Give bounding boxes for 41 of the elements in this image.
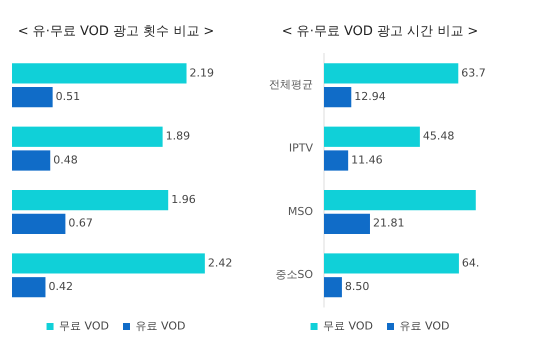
- data-label: 2.42: [208, 256, 232, 270]
- data-label: 11.46: [351, 153, 383, 166]
- bar: [324, 277, 342, 298]
- data-label: 45.48: [422, 130, 454, 143]
- y-tick-label: 중소SO: [275, 268, 314, 282]
- data-label: 63.7: [461, 66, 486, 80]
- bar: [12, 214, 66, 234]
- bar: [12, 63, 187, 84]
- bar: [12, 190, 168, 210]
- data-label: 8.50: [344, 280, 370, 294]
- legend-label: 무료 VOD: [323, 319, 374, 332]
- bar: [12, 87, 53, 108]
- chart-title: < 유·무료 VOD 광고 횟수 비교 >: [18, 24, 214, 40]
- bar: [12, 253, 205, 274]
- data-label: 0.48: [53, 153, 78, 166]
- data-label: 1.89: [166, 130, 190, 143]
- data-label: 0.42: [48, 280, 73, 294]
- chart-title: < 유·무료 VOD 광고 시간 비교 >: [282, 24, 478, 40]
- bar: [12, 277, 46, 298]
- data-label: 12.94: [354, 90, 386, 104]
- data-label: 64.: [462, 256, 480, 270]
- bar: [324, 214, 370, 234]
- legend-label: 유료 VOD: [136, 319, 186, 332]
- bar: [324, 150, 348, 171]
- bar: [324, 126, 420, 147]
- bar: [12, 126, 163, 147]
- data-label: 0.67: [68, 216, 93, 230]
- data-label: 2.19: [190, 66, 214, 80]
- y-tick-label: 전체평균: [269, 78, 313, 92]
- y-tick-label: IPTV: [288, 141, 314, 154]
- data-label: 21.81: [372, 216, 404, 230]
- bar: [12, 150, 50, 171]
- data-label: 1.96: [171, 192, 196, 206]
- bar: [324, 63, 458, 84]
- bar: [324, 253, 459, 274]
- legend-label: 무료 VOD: [59, 319, 110, 332]
- bar: [324, 87, 352, 108]
- bar: [324, 190, 476, 210]
- data-label: 0.51: [56, 90, 80, 104]
- legend-label: 유료 VOD: [400, 319, 450, 332]
- y-tick-label: MSO: [288, 204, 314, 218]
